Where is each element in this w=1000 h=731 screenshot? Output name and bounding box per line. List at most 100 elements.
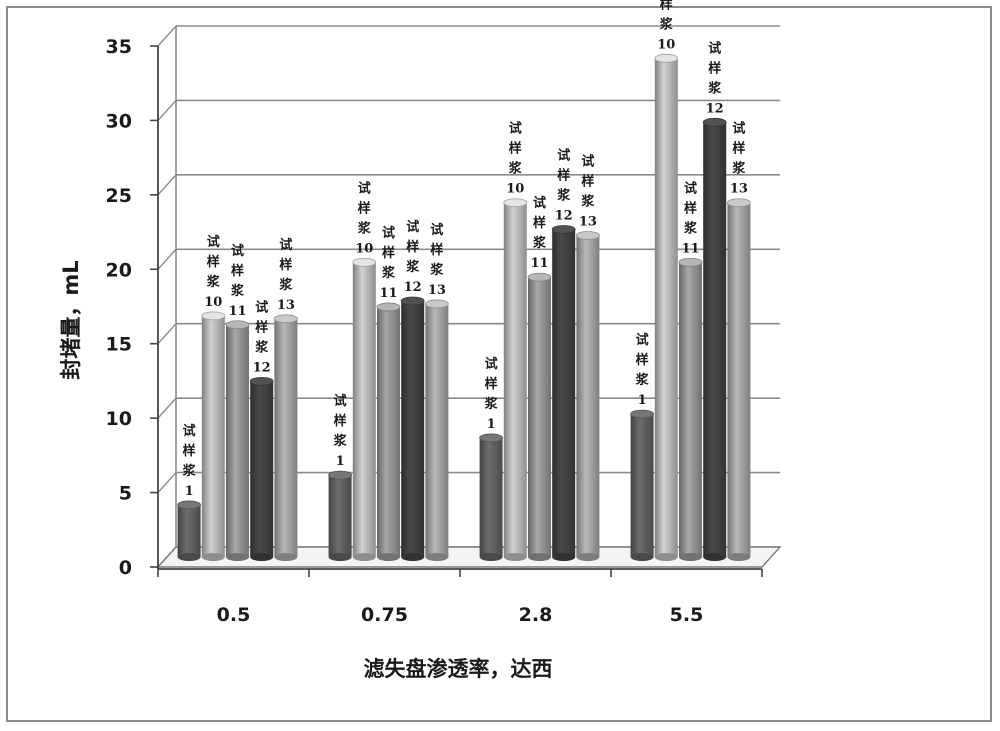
bar — [353, 262, 376, 557]
bar-top — [226, 321, 249, 329]
y-tick-label: 5 — [119, 483, 132, 505]
bar-base — [504, 553, 527, 561]
bar-data-label: 试样浆10 — [506, 121, 524, 197]
bar-base — [528, 553, 551, 561]
bar — [703, 122, 726, 557]
bar-data-label: 试样浆1 — [484, 356, 499, 432]
bar — [401, 301, 424, 557]
bar-data-label: 试样浆11 — [228, 243, 246, 319]
bar-data-label: 试样浆10 — [657, 0, 675, 52]
bar-data-label: 试样浆13 — [277, 237, 295, 313]
bar-top — [679, 258, 702, 266]
bar — [727, 203, 750, 557]
bar-data-label: 试样浆1 — [635, 332, 650, 408]
bar-base — [576, 553, 599, 561]
bar — [655, 58, 678, 557]
bar-top — [504, 199, 527, 207]
y-axis-title: 封堵量，mL — [59, 260, 83, 379]
bar-top — [329, 471, 352, 479]
bar-data-label: 试样浆13 — [579, 153, 597, 229]
bar — [552, 230, 575, 557]
bar-data-label: 试样浆13 — [428, 222, 446, 298]
gridline-depth — [158, 473, 176, 493]
bar-base — [679, 553, 702, 561]
bar-base — [178, 553, 201, 561]
bar-top — [703, 118, 726, 126]
bar-top — [401, 297, 424, 305]
bar — [178, 505, 201, 557]
bar — [631, 414, 654, 557]
y-tick-label: 15 — [106, 334, 132, 356]
y-tick-label: 0 — [119, 557, 132, 579]
bar-top — [425, 300, 448, 308]
bar-data-label: 试样浆12 — [404, 219, 422, 295]
bar-top — [528, 273, 551, 281]
bar — [250, 381, 273, 557]
x-tick-label: 2.8 — [519, 604, 553, 626]
bar-data-label: 试样浆1 — [333, 393, 348, 469]
bar-base — [274, 553, 297, 561]
gridline-depth — [158, 100, 176, 120]
bar-data-label: 试样浆12 — [253, 299, 271, 375]
bar — [679, 262, 702, 557]
x-axis-title: 滤失盘渗透率，达西 — [364, 657, 553, 681]
bar-data-label: 试样浆13 — [730, 121, 748, 197]
bar-top — [655, 54, 678, 62]
bar-data-label: 试样浆1 — [182, 423, 197, 499]
bar-top — [178, 501, 201, 509]
bar-top — [480, 434, 503, 442]
x-tick-label: 0.75 — [361, 604, 408, 626]
bar-base — [377, 553, 400, 561]
bar-top — [552, 226, 575, 234]
bar-top — [576, 231, 599, 239]
y-tick-label: 35 — [106, 36, 132, 58]
bar-base — [727, 553, 750, 561]
x-tick-label: 0.5 — [217, 604, 251, 626]
gridline-depth — [158, 26, 176, 46]
bar-base — [425, 553, 448, 561]
bar-data-label: 试样浆10 — [355, 180, 373, 256]
bar — [226, 325, 249, 557]
bar-top — [202, 312, 225, 320]
bar-data-label: 试样浆12 — [706, 40, 724, 116]
bar — [480, 438, 503, 557]
bar — [377, 307, 400, 557]
bar-top — [727, 199, 750, 207]
bar — [576, 235, 599, 557]
bar-data-label: 试样浆11 — [681, 180, 699, 256]
bar-base — [353, 553, 376, 561]
y-tick-label: 10 — [106, 408, 132, 430]
bar-data-label: 试样浆10 — [204, 234, 222, 310]
bar-base — [703, 553, 726, 561]
bar-top — [377, 303, 400, 311]
bar-top — [274, 315, 297, 323]
bar-base — [480, 553, 503, 561]
x-tick-label: 5.5 — [670, 604, 704, 626]
bar-base — [202, 553, 225, 561]
bar-base — [655, 553, 678, 561]
bar-base — [631, 553, 654, 561]
y-tick-label: 20 — [106, 259, 132, 281]
bar-top — [353, 258, 376, 266]
gridline-depth — [158, 398, 176, 418]
bar-base — [329, 553, 352, 561]
bar-data-label: 试样浆11 — [530, 195, 548, 271]
bar-top — [631, 410, 654, 418]
bar — [504, 203, 527, 557]
bar — [274, 319, 297, 557]
gridline-depth — [158, 175, 176, 195]
bar-base — [250, 553, 273, 561]
bar-top — [250, 377, 273, 385]
bar — [329, 475, 352, 557]
bar-base — [552, 553, 575, 561]
bar-base — [226, 553, 249, 561]
bar — [425, 304, 448, 557]
gridline-depth — [158, 249, 176, 269]
gridline-depth — [158, 324, 176, 344]
bar — [528, 277, 551, 557]
y-tick-label: 25 — [106, 185, 132, 207]
bar-base — [401, 553, 424, 561]
bar-data-label: 试样浆12 — [555, 148, 573, 224]
y-tick-label: 30 — [106, 110, 132, 132]
